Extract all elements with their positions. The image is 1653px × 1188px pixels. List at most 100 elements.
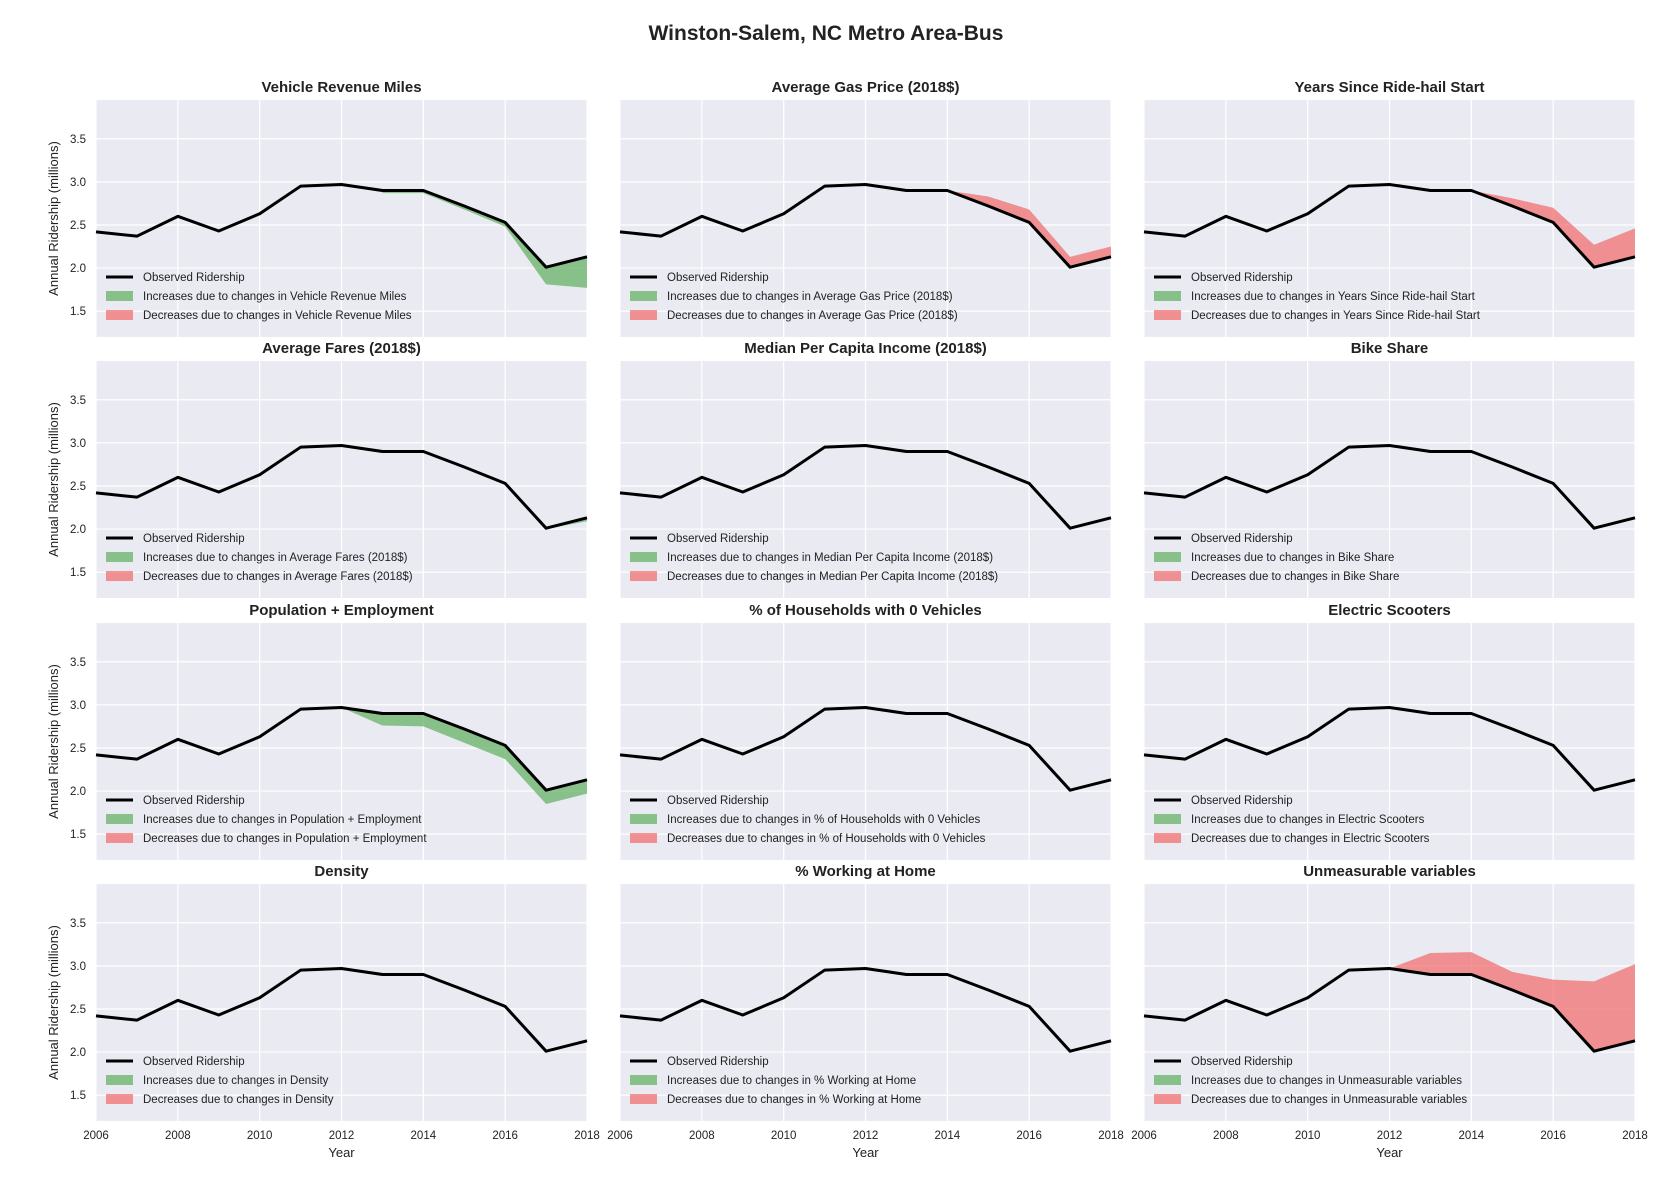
decrease-area xyxy=(1471,190,1635,268)
legend-increase-swatch xyxy=(106,291,133,301)
legend-decrease-swatch xyxy=(106,1094,133,1104)
x-tick-label: 2006 xyxy=(1131,1130,1157,1142)
y-tick-label: 2.0 xyxy=(70,524,86,536)
increase-area xyxy=(341,707,587,804)
legend-label: Decreases due to changes in Population +… xyxy=(143,833,427,845)
legend-decrease-swatch xyxy=(106,571,133,581)
panel-3: Years Since Ride-hail Start Observed Ride… xyxy=(1143,79,1636,337)
legend: Observed Ridership Increases due to chang… xyxy=(1154,533,1399,583)
y-tick-label: 2.0 xyxy=(70,263,86,275)
legend-increase-swatch xyxy=(106,814,133,824)
y-tick-label: 3.5 xyxy=(70,918,86,930)
observed-ridership-line xyxy=(95,182,588,269)
panel-title: Average Gas Price (2018$) xyxy=(772,79,960,96)
panel-title: % Working at Home xyxy=(795,863,936,880)
legend-label: Observed Ridership xyxy=(143,1056,245,1068)
legend: Observed Ridership Increases due to chang… xyxy=(1154,795,1430,845)
legend-label: Increases due to changes in Bike Share xyxy=(1191,552,1394,564)
legend-label: Observed Ridership xyxy=(667,795,769,807)
legend-label: Decreases due to changes in Median Per C… xyxy=(667,571,998,583)
observed-ridership-line xyxy=(619,966,1112,1053)
y-tick-label: 2.5 xyxy=(70,481,86,493)
legend-label: Increases due to changes in Average Gas … xyxy=(667,291,953,303)
panel-title: Electric Scooters xyxy=(1328,602,1451,619)
legend: Observed Ridership Increases due to chang… xyxy=(630,272,958,322)
legend-decrease-swatch xyxy=(1154,571,1181,581)
y-tick-label: 2.0 xyxy=(70,1047,86,1059)
panel-9: Electric Scooters Observed Ridership Incre… xyxy=(1143,602,1636,860)
observed-ridership-line xyxy=(619,182,1112,269)
x-tick-label: 2016 xyxy=(492,1130,518,1142)
legend-label: Observed Ridership xyxy=(667,272,769,284)
x-axis-label: Year xyxy=(852,1145,879,1160)
legend-label: Increases due to changes in % Working at… xyxy=(667,1075,916,1087)
legend-label: Decreases due to changes in Average Fare… xyxy=(143,571,413,583)
observed-ridership-line xyxy=(1143,705,1636,792)
x-tick-label: 2006 xyxy=(607,1130,633,1142)
legend-decrease-swatch xyxy=(1154,1094,1181,1104)
legend-decrease-swatch xyxy=(106,833,133,843)
legend: Observed Ridership Increases due to chang… xyxy=(1154,272,1481,322)
x-tick-label: 2018 xyxy=(1098,1130,1124,1142)
legend-decrease-swatch xyxy=(630,571,657,581)
legend-decrease-swatch xyxy=(630,833,657,843)
legend-label: Observed Ridership xyxy=(1191,533,1293,545)
legend-label: Increases due to changes in Years Since … xyxy=(1191,291,1476,303)
y-axis-label: Annual Ridership (millions) xyxy=(46,664,61,819)
legend-label: Increases due to changes in Average Fare… xyxy=(143,552,408,564)
legend-increase-swatch xyxy=(630,814,657,824)
legend: Observed Ridership Increases due to chang… xyxy=(106,533,413,583)
panel-title: Bike Share xyxy=(1351,340,1429,357)
x-axis-label: Year xyxy=(1376,1145,1403,1160)
panel-title: Median Per Capita Income (2018$) xyxy=(744,340,987,357)
legend-increase-swatch xyxy=(106,552,133,562)
legend-label: Increases due to changes in % of Househo… xyxy=(667,814,980,826)
x-tick-label: 2006 xyxy=(83,1130,109,1142)
panel-10: Density 1.5 2.0 2.5 3.0 3.5 Annual Ridership (… xyxy=(46,863,600,1160)
x-tick-label: 2012 xyxy=(853,1130,879,1142)
legend-label: Observed Ridership xyxy=(143,533,245,545)
y-tick-label: 3.5 xyxy=(70,134,86,146)
x-tick-label: 2016 xyxy=(1540,1130,1566,1142)
legend-increase-swatch xyxy=(1154,552,1181,562)
x-tick-label: 2018 xyxy=(574,1130,600,1142)
x-tick-label: 2016 xyxy=(1016,1130,1042,1142)
legend-label: Decreases due to changes in Unmeasurable… xyxy=(1191,1094,1467,1106)
panel-12: Unmeasurable variables 2006 2008 2010 2012 20… xyxy=(1131,863,1648,1160)
panel-8: % of Households with 0 Vehicles Observed … xyxy=(619,602,1112,860)
legend-increase-swatch xyxy=(106,1075,133,1085)
y-tick-label: 3.0 xyxy=(70,177,86,189)
observed-ridership-line xyxy=(619,705,1112,792)
legend-label: Observed Ridership xyxy=(1191,1056,1293,1068)
x-tick-label: 2008 xyxy=(1213,1130,1239,1142)
y-tick-label: 2.0 xyxy=(70,786,86,798)
legend-label: Increases due to changes in Population +… xyxy=(143,814,422,826)
y-tick-label: 2.5 xyxy=(70,743,86,755)
legend-label: Observed Ridership xyxy=(667,1056,769,1068)
legend-label: Decreases due to changes in % Working at… xyxy=(667,1094,921,1106)
legend: Observed Ridership Increases due to chang… xyxy=(630,795,986,845)
legend-label: Decreases due to changes in Bike Share xyxy=(1191,571,1399,583)
legend-label: Decreases due to changes in Vehicle Reve… xyxy=(143,310,412,322)
figure-title: Winston-Salem, NC Metro Area-Bus xyxy=(649,22,1004,45)
observed-ridership-line xyxy=(1143,443,1636,530)
legend: Observed Ridership Increases due to chang… xyxy=(106,795,427,845)
panel-6: Bike Share Observed Ridership Increases du… xyxy=(1143,340,1636,598)
observed-ridership-line xyxy=(1143,966,1636,1053)
x-tick-label: 2014 xyxy=(935,1130,961,1142)
y-tick-label: 2.5 xyxy=(70,1004,86,1016)
x-axis-label: Year xyxy=(328,1145,355,1160)
legend: Observed Ridership Increases due to chang… xyxy=(630,1056,921,1106)
x-tick-label: 2008 xyxy=(165,1130,191,1142)
legend-label: Increases due to changes in Vehicle Reve… xyxy=(143,291,407,303)
legend-increase-swatch xyxy=(1154,291,1181,301)
legend: Observed Ridership Increases due to chang… xyxy=(1154,1056,1467,1106)
legend-label: Observed Ridership xyxy=(667,533,769,545)
panel-4: Average Fares (2018$) 1.5 2.0 2.5 3.0 3.5 Annu… xyxy=(46,340,588,598)
legend-label: Increases due to changes in Median Per C… xyxy=(667,552,993,564)
x-tick-label: 2014 xyxy=(411,1130,437,1142)
observed-ridership-line xyxy=(95,966,588,1053)
x-tick-label: 2014 xyxy=(1459,1130,1485,1142)
legend-label: Observed Ridership xyxy=(1191,272,1293,284)
legend-increase-swatch xyxy=(630,1075,657,1085)
